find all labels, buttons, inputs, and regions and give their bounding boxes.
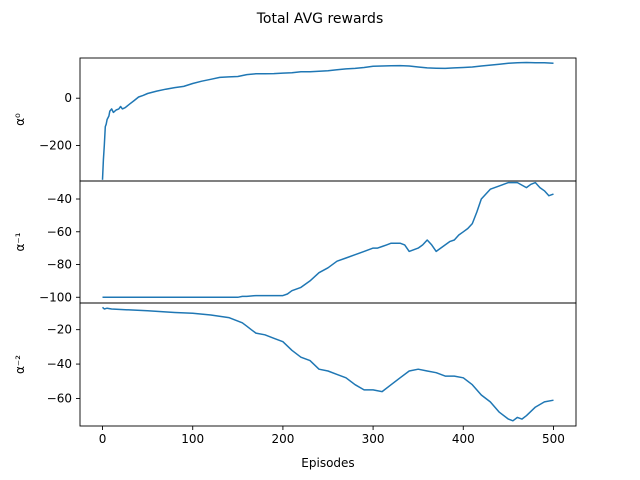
subplot-2: −20 −40 −60 α⁻² <box>13 302 577 427</box>
y-tick-label: −80 <box>47 258 72 272</box>
y-tick-label: −20 <box>47 323 72 337</box>
chart-title: Total AVG rewards <box>256 11 384 27</box>
x-axis-label: Episodes <box>301 456 354 470</box>
y-tick-label: −100 <box>39 290 72 304</box>
y-tick-label: −200 <box>39 139 72 153</box>
series-line-0 <box>101 61 554 180</box>
x-tick-label: 400 <box>452 432 475 446</box>
series-line-1 <box>102 181 554 299</box>
x-tick-label: 300 <box>362 432 385 446</box>
axes-frame-0 <box>79 57 577 182</box>
axes-frame-1 <box>79 180 577 304</box>
axes-frame-2 <box>79 302 577 427</box>
subplots: 0 −200 α⁰ −40 −60 −80 −100 α⁻¹ −20 −40 −60 α⁻² 0 100 2… <box>13 57 577 446</box>
y-axis-label-2: α⁻² <box>13 355 27 374</box>
y-axis-label-1: α⁻¹ <box>13 232 27 251</box>
series-line-2 <box>101 306 554 422</box>
y-tick-label: −40 <box>47 357 72 371</box>
y-tick-label: 0 <box>64 91 72 105</box>
y-tick-label: −60 <box>47 225 72 239</box>
x-tick-label: 0 <box>99 432 107 446</box>
subplot-0: 0 −200 α⁰ <box>13 57 577 182</box>
x-tick-label: 100 <box>181 432 204 446</box>
y-axis-label-0: α⁰ <box>13 113 27 126</box>
x-tick-label: 200 <box>271 432 294 446</box>
y-tick-label: −60 <box>47 391 72 405</box>
x-tick-label: 500 <box>542 432 565 446</box>
y-tick-label: −40 <box>47 192 72 206</box>
subplot-1: −40 −60 −80 −100 α⁻¹ <box>13 180 577 304</box>
